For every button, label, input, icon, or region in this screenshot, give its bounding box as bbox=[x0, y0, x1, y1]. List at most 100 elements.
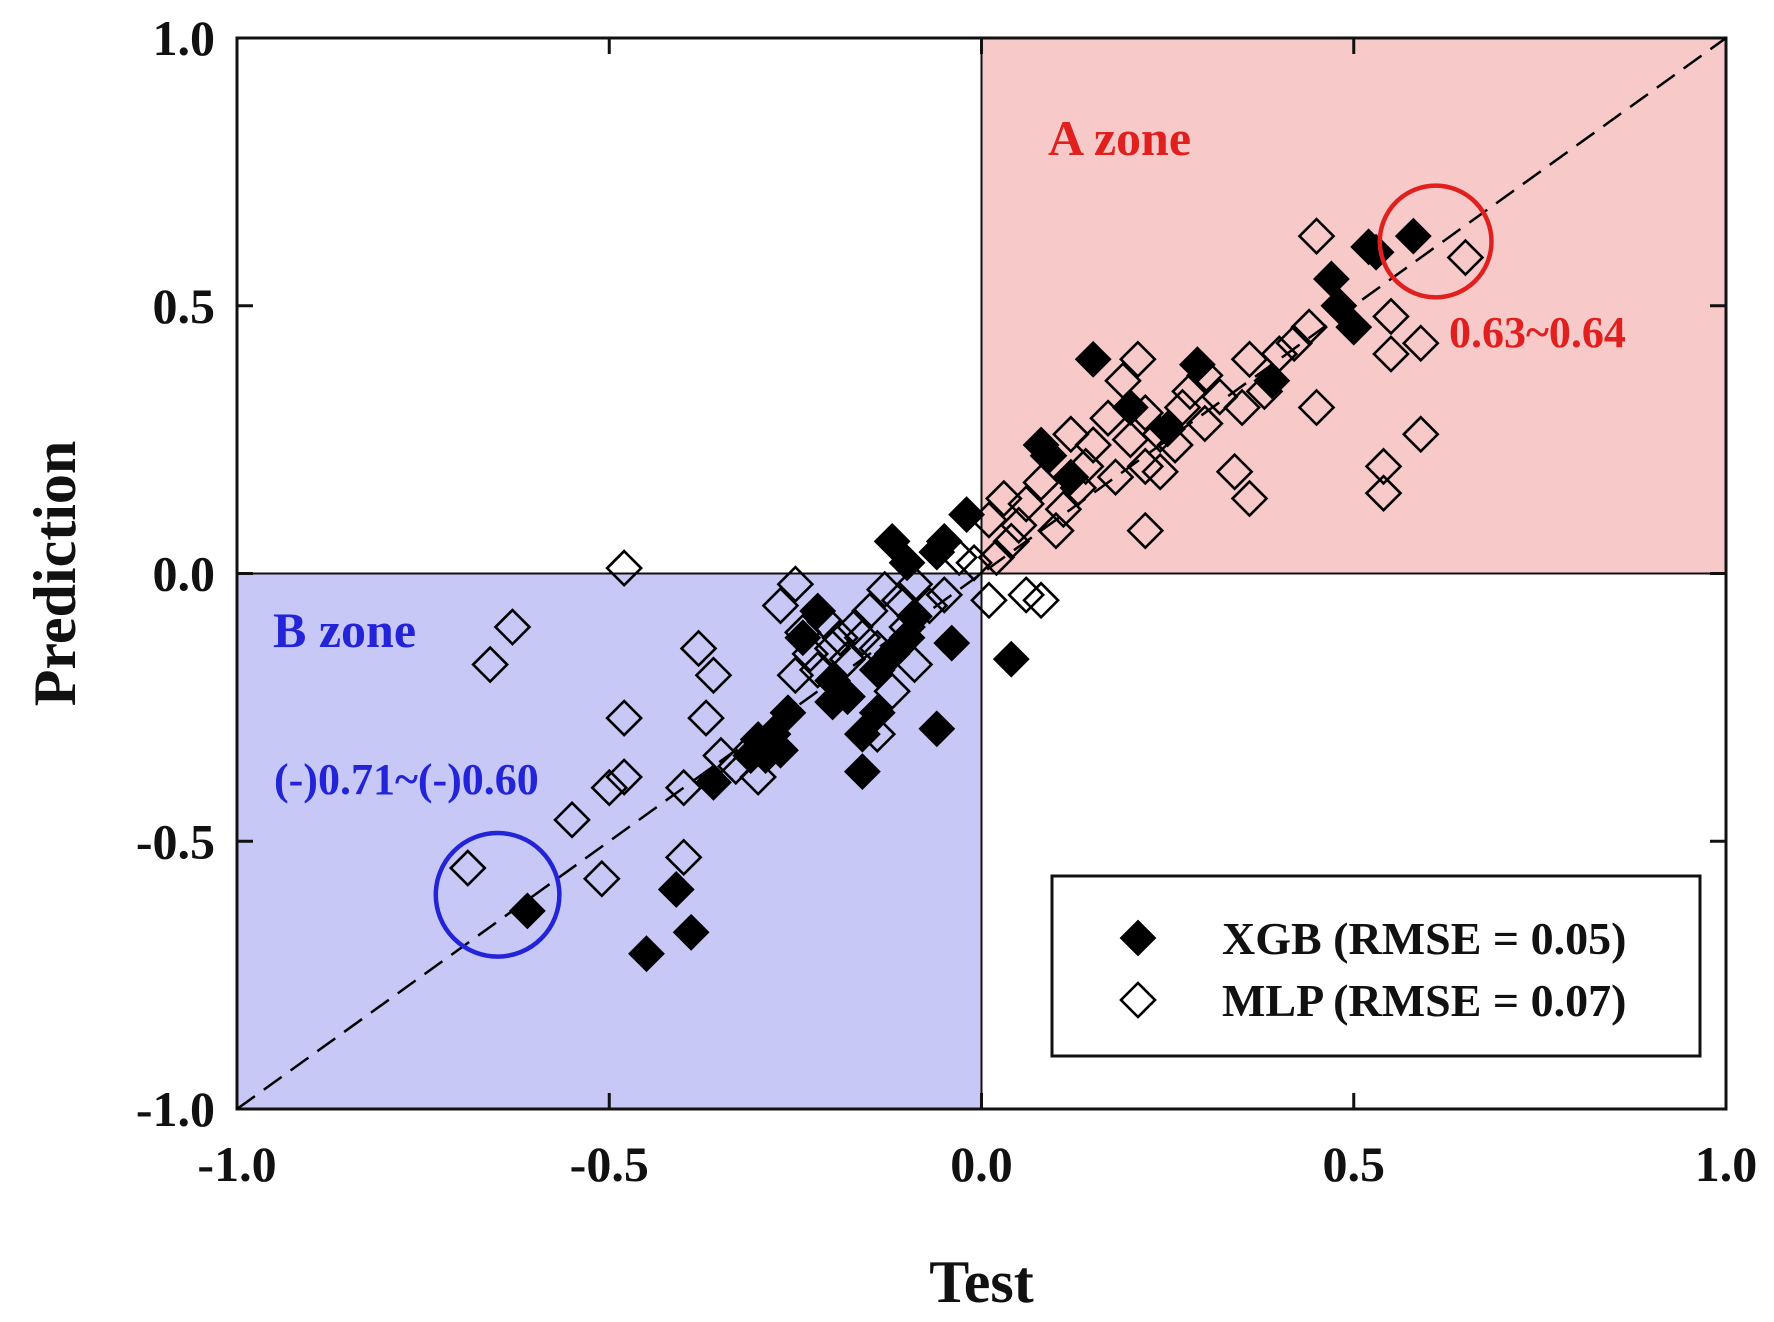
xgb-point bbox=[1074, 340, 1112, 378]
mlp-point bbox=[873, 672, 911, 711]
mlp-point bbox=[1364, 447, 1403, 486]
xgb-point bbox=[948, 496, 986, 534]
legend-items: XGB (RMSE = 0.05) MLP (RMSE = 0.07) bbox=[1119, 913, 1626, 1026]
xgb-point bbox=[858, 694, 896, 732]
y-axis-title: Prediction bbox=[22, 441, 88, 707]
mlp-point bbox=[1007, 485, 1046, 523]
mlp-point bbox=[1007, 576, 1046, 614]
b-zone-highlight-circle bbox=[433, 830, 562, 959]
mlp-point bbox=[776, 656, 815, 695]
mlp-point bbox=[1372, 297, 1410, 336]
zone-a-label: A zone bbox=[1048, 110, 1191, 166]
xgb-point bbox=[1149, 410, 1187, 448]
x-tick-label: 1.0 bbox=[1695, 1136, 1758, 1192]
xgb-point bbox=[784, 619, 822, 657]
series-layer bbox=[448, 217, 1485, 973]
xgb-point bbox=[992, 640, 1030, 678]
xgb-point bbox=[672, 913, 710, 951]
legend-xgb-marker bbox=[1119, 919, 1157, 957]
mlp-point bbox=[605, 549, 643, 587]
axes-frame bbox=[235, 36, 1728, 1111]
mlp-point bbox=[553, 800, 591, 839]
mlp-point bbox=[977, 538, 1016, 577]
mlp-point bbox=[1364, 474, 1403, 513]
mlp-point bbox=[605, 699, 643, 737]
mlp-point bbox=[1066, 447, 1105, 486]
mlp-point bbox=[1044, 490, 1083, 529]
mlp-point bbox=[1200, 377, 1239, 416]
mlp-point bbox=[865, 570, 904, 609]
xgb-point bbox=[873, 522, 911, 560]
xgb-point bbox=[695, 763, 732, 801]
mlp-point bbox=[687, 699, 725, 737]
mlp-point bbox=[582, 859, 621, 898]
mlp-point bbox=[1230, 479, 1269, 518]
a-zone-highlight-circle bbox=[1377, 183, 1494, 300]
mlp-point bbox=[1372, 335, 1410, 373]
mlp-point bbox=[1126, 511, 1165, 550]
mlp-point bbox=[970, 581, 1008, 620]
mlp-point bbox=[1171, 372, 1209, 411]
a-zone-range-label: 0.63~0.64 bbox=[1449, 308, 1626, 357]
xgb-point bbox=[918, 533, 956, 571]
mlp-point bbox=[1119, 340, 1157, 379]
mlp-point bbox=[1052, 415, 1090, 454]
mlp-point bbox=[679, 629, 718, 668]
x-axis-title: Test bbox=[929, 1249, 1033, 1315]
mlp-point bbox=[843, 618, 882, 657]
mlp-point bbox=[1096, 458, 1135, 496]
y-tick-label: 1.0 bbox=[153, 10, 216, 66]
series-xgb bbox=[508, 217, 1432, 973]
mlp-point bbox=[739, 758, 777, 796]
mlp-point bbox=[1037, 511, 1075, 550]
mlp-point bbox=[448, 849, 487, 887]
legend-xgb-label: XGB (RMSE = 0.05) bbox=[1222, 913, 1626, 964]
xgb-point bbox=[1253, 362, 1291, 400]
xgb-point bbox=[896, 597, 933, 635]
mlp-point bbox=[605, 758, 643, 796]
xgb-point bbox=[1178, 346, 1216, 384]
legend-mlp-label: MLP (RMSE = 0.07) bbox=[1222, 975, 1626, 1026]
xgb-point bbox=[1335, 308, 1373, 346]
mlp-point bbox=[664, 768, 703, 807]
xgb-point bbox=[888, 544, 926, 582]
mlp-point bbox=[1022, 463, 1060, 502]
xgb-point bbox=[843, 715, 881, 753]
legend-box bbox=[1050, 874, 1702, 1058]
b-zone-range-label: (-)0.71~(-)0.60 bbox=[274, 755, 539, 804]
mlp-point bbox=[590, 768, 629, 807]
xgb-point bbox=[769, 694, 807, 732]
legend-mlp-marker bbox=[1119, 981, 1157, 1019]
mlp-point bbox=[1401, 415, 1440, 454]
zone-b-label: B zone bbox=[273, 602, 416, 658]
y-tick-label: 0.0 bbox=[153, 546, 216, 602]
x-tick-label: 0.5 bbox=[1323, 1136, 1386, 1192]
mlp-point bbox=[1022, 581, 1060, 620]
xgb-point bbox=[628, 935, 665, 973]
x-tick-label: -1.0 bbox=[197, 1136, 276, 1192]
xgb-point bbox=[814, 662, 852, 700]
xgb-point bbox=[657, 871, 695, 908]
mlp-point bbox=[1163, 388, 1202, 427]
legend: XGB (RMSE = 0.05) MLP (RMSE = 0.07) bbox=[1050, 874, 1702, 1058]
mlp-point bbox=[1297, 217, 1336, 255]
tick-labels: -1.0 -0.5 0.0 0.5 1.0 -1.0 -0.5 0.0 0.5 1.0 bbox=[136, 10, 1757, 1192]
mlp-point bbox=[471, 645, 509, 684]
annotation-layer: A zone B zone 0.63~0.64 (-)0.71~(-)0.60 bbox=[273, 110, 1626, 959]
xgb-point bbox=[1111, 389, 1149, 426]
xgb-point bbox=[933, 624, 971, 662]
mlp-point bbox=[664, 838, 703, 877]
mlp-point bbox=[776, 565, 815, 604]
xgb-point bbox=[843, 753, 881, 791]
mlp-point bbox=[761, 586, 800, 625]
y-tick-label: -0.5 bbox=[136, 813, 215, 869]
xgb-point bbox=[732, 737, 770, 774]
mlp-point bbox=[493, 608, 532, 646]
mlp-point bbox=[1215, 452, 1254, 491]
x-tick-label: 0.0 bbox=[950, 1136, 1013, 1192]
mlp-point bbox=[828, 640, 867, 679]
xgb-point bbox=[508, 892, 546, 930]
xgb-point bbox=[799, 592, 837, 630]
mlp-point bbox=[1401, 324, 1440, 363]
